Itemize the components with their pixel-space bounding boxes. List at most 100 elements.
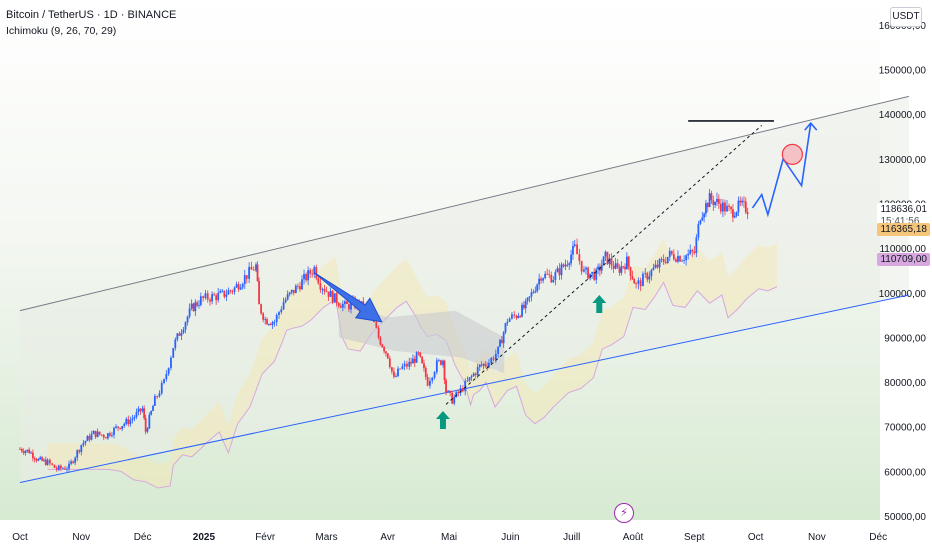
candle-body bbox=[125, 419, 128, 424]
candle-body bbox=[315, 267, 318, 279]
candle-body bbox=[143, 408, 146, 419]
countdown-timer: 15:41:56 bbox=[880, 215, 920, 227]
candle-body bbox=[497, 346, 500, 354]
candle-body bbox=[260, 304, 263, 314]
candle-body bbox=[188, 308, 191, 317]
candle-body bbox=[437, 360, 440, 362]
candle-body bbox=[235, 284, 238, 288]
candle-body bbox=[685, 255, 688, 261]
candle-body bbox=[570, 254, 572, 264]
candle-body bbox=[158, 393, 161, 397]
candle-body bbox=[597, 266, 599, 270]
x-tick-label: Avr bbox=[380, 532, 395, 543]
projection-arrowhead bbox=[804, 121, 818, 131]
candle-body bbox=[642, 273, 644, 287]
dashed-trend-line bbox=[445, 125, 763, 405]
candle-body bbox=[620, 266, 623, 273]
candle-body bbox=[341, 303, 344, 308]
candle-body bbox=[511, 314, 513, 319]
candle-body bbox=[513, 314, 516, 316]
candle-body bbox=[639, 280, 642, 287]
ichimoku-cloud bbox=[47, 238, 778, 489]
candle-body bbox=[744, 201, 747, 213]
lightning-event-icon[interactable]: ⚡ bbox=[614, 503, 634, 523]
candle-body bbox=[20, 449, 23, 452]
candle-body bbox=[424, 368, 427, 377]
candle-body bbox=[96, 431, 99, 437]
candle-body bbox=[231, 290, 234, 292]
candle-body bbox=[697, 223, 700, 238]
candle-body bbox=[127, 419, 130, 425]
candle-body bbox=[397, 368, 399, 377]
candle-body bbox=[457, 391, 460, 394]
candle-body bbox=[146, 428, 149, 432]
candle-body bbox=[66, 468, 68, 470]
candle-body bbox=[319, 283, 322, 290]
candle-body bbox=[536, 284, 539, 292]
candle-body bbox=[406, 363, 408, 367]
candle-body bbox=[486, 365, 489, 367]
candle-body bbox=[113, 427, 115, 435]
candle-body bbox=[135, 412, 138, 417]
channel-fill bbox=[20, 96, 909, 483]
candle-body bbox=[339, 305, 342, 308]
candle-body bbox=[447, 390, 449, 393]
candle-body bbox=[176, 333, 179, 340]
candle-body bbox=[273, 322, 276, 324]
candle-body bbox=[239, 287, 242, 290]
candle-body bbox=[68, 463, 70, 469]
candle-body bbox=[472, 373, 475, 377]
candle-body bbox=[506, 321, 509, 324]
candle-body bbox=[502, 332, 505, 344]
candle-body bbox=[625, 256, 628, 270]
candle-body bbox=[129, 420, 132, 425]
candle-body bbox=[466, 380, 469, 382]
candle-body bbox=[153, 396, 156, 406]
candle-body bbox=[538, 278, 541, 285]
candle-body bbox=[219, 291, 222, 293]
target-circle bbox=[781, 143, 803, 165]
candle-body bbox=[508, 318, 511, 322]
candle-body bbox=[202, 296, 205, 298]
candle-body bbox=[379, 337, 382, 345]
x-tick-label: Nov bbox=[72, 532, 90, 543]
candle-body bbox=[278, 312, 280, 315]
candle-body bbox=[730, 206, 732, 210]
candle-body bbox=[635, 283, 637, 285]
candle-body bbox=[264, 319, 267, 321]
candle-body bbox=[453, 397, 456, 404]
candle-body bbox=[566, 264, 569, 266]
indicator-legend[interactable]: Ichimoku (9, 26, 70, 29) bbox=[6, 25, 117, 37]
currency-button[interactable]: USDT bbox=[890, 7, 922, 27]
candle-body bbox=[606, 251, 609, 265]
candle-body bbox=[271, 322, 274, 325]
candle-body bbox=[691, 250, 694, 252]
candle-body bbox=[35, 459, 38, 461]
candle-body bbox=[591, 271, 594, 274]
candle-body bbox=[662, 259, 665, 263]
candle-body bbox=[677, 256, 679, 262]
candle-body bbox=[343, 301, 346, 304]
symbol-title[interactable]: Bitcoin / TetherUS · 1D · BINANCE bbox=[6, 9, 177, 21]
candle-body bbox=[350, 302, 352, 310]
candle-body bbox=[286, 294, 289, 300]
candle-body bbox=[82, 443, 85, 446]
y-tick-label: 60000,00 bbox=[884, 467, 926, 478]
candle-body bbox=[150, 410, 153, 415]
y-tick-label: 100000,00 bbox=[879, 289, 927, 300]
x-tick-label: Déc bbox=[134, 532, 152, 543]
candle-body bbox=[600, 265, 603, 271]
candle-body bbox=[423, 363, 425, 369]
candle-body bbox=[94, 430, 97, 437]
candle-body bbox=[683, 260, 685, 261]
candle-body bbox=[488, 362, 490, 367]
candle-body bbox=[133, 416, 136, 419]
candle-body bbox=[675, 259, 677, 262]
candle-body bbox=[390, 367, 393, 372]
price-tag-orange: 116365,18 bbox=[877, 222, 930, 236]
candle-body bbox=[616, 263, 619, 268]
candle-body bbox=[119, 427, 122, 429]
candle-body bbox=[333, 293, 336, 303]
candle-body bbox=[106, 433, 109, 439]
